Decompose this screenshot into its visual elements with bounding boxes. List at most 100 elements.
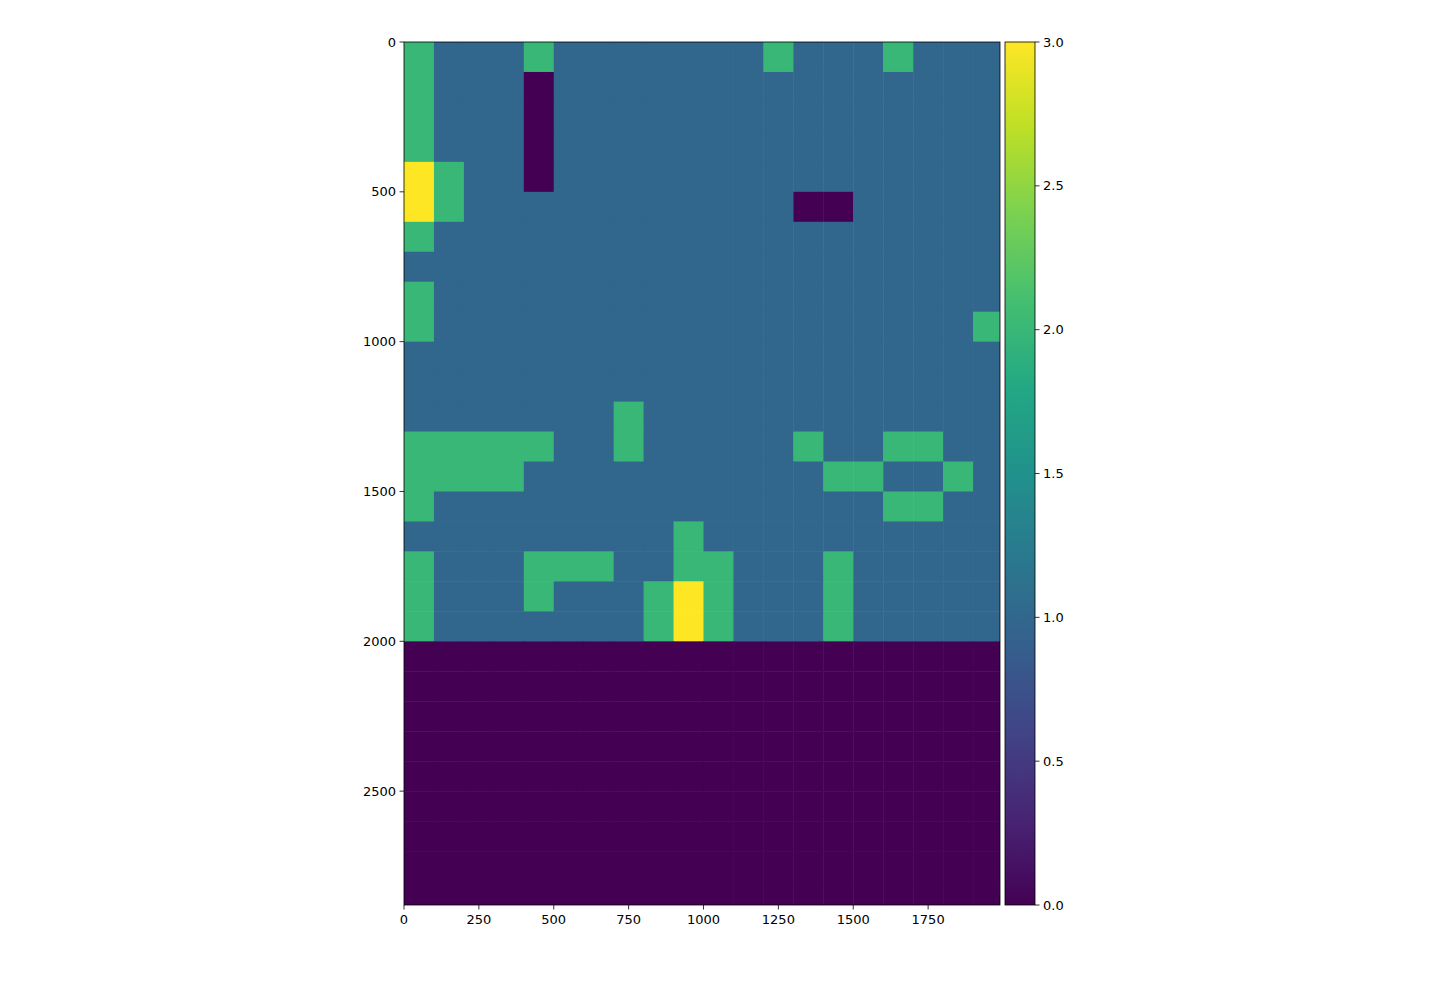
cell [823,881,853,905]
cell [644,761,674,791]
cell [763,641,793,671]
cell [464,551,494,581]
cell [524,791,554,821]
cell [763,312,793,342]
cell [614,881,644,905]
cell [434,851,464,881]
cell [524,881,554,905]
cell [404,671,434,701]
cell [584,761,614,791]
cell [434,402,464,432]
cell [434,132,464,162]
cell [554,402,584,432]
cell [733,372,763,402]
cell [853,192,883,222]
cell [883,252,913,282]
cell [434,372,464,402]
colorbar-tick [1035,905,1040,906]
cell [733,761,763,791]
cell [554,312,584,342]
cell [554,342,584,372]
colorbar-tick [1035,185,1040,186]
cell [494,72,524,102]
cell [823,192,853,222]
cell [434,641,464,671]
cell [674,162,704,192]
cell [584,222,614,252]
cell [644,402,674,432]
cell [614,611,644,641]
cell [494,222,524,252]
cell [703,521,733,551]
cell [554,671,584,701]
cell [763,731,793,761]
colorbar-tick-label: 3.0 [1043,35,1064,50]
cell [823,162,853,192]
cell [733,432,763,462]
cell [494,611,524,641]
cell [703,342,733,372]
cell [853,551,883,581]
cell [703,312,733,342]
cell [733,462,763,492]
cell [524,72,554,102]
cell [823,521,853,551]
cell [494,42,524,72]
cell [793,671,823,701]
cell [973,611,1000,641]
cell [823,132,853,162]
cell [494,521,524,551]
cell [853,641,883,671]
y-tick-label: 2500 [363,784,396,799]
cell [464,42,494,72]
cell [733,72,763,102]
cell [464,851,494,881]
cell [614,252,644,282]
cell [703,282,733,312]
cell [644,821,674,851]
cell [883,222,913,252]
cell [554,252,584,282]
cell [913,761,943,791]
cell [913,162,943,192]
cell [404,551,434,581]
cell [703,551,733,581]
cell [674,611,704,641]
cell [703,671,733,701]
cell [853,851,883,881]
cell [674,402,704,432]
cell [614,102,644,132]
cell [644,162,674,192]
cell [973,372,1000,402]
cell [823,402,853,432]
cell [584,821,614,851]
cell [644,521,674,551]
cell [793,282,823,312]
cell [464,192,494,222]
cell [494,581,524,611]
cell [853,521,883,551]
cell [943,72,973,102]
cell [674,432,704,462]
cell [404,581,434,611]
cell [823,312,853,342]
cell [554,821,584,851]
x-tick-label: 1000 [687,912,720,927]
cell [853,402,883,432]
cell [554,491,584,521]
cell [614,671,644,701]
cell [614,761,644,791]
cell [554,282,584,312]
cell [793,881,823,905]
cell [524,192,554,222]
cell [554,162,584,192]
cell [703,162,733,192]
cell [973,312,1000,342]
cell [584,252,614,282]
cell [853,372,883,402]
cell [584,102,614,132]
cell [524,551,554,581]
cell [973,701,1000,731]
cell [404,851,434,881]
cell [793,162,823,192]
